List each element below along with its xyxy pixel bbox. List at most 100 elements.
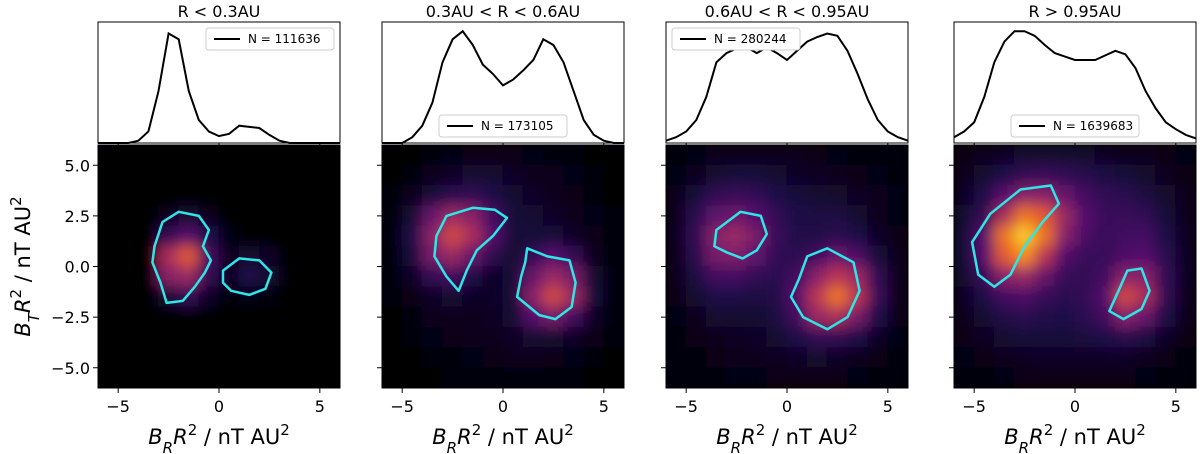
label-part: R [173, 425, 188, 449]
label-part: R [1029, 425, 1044, 449]
legend-box [205, 27, 335, 51]
heatmap-cell [563, 367, 585, 388]
label-part: R [1019, 439, 1029, 454]
heatmap-cell [705, 245, 727, 267]
y-axis-label: BTR2 / nT AU2 [7, 196, 43, 336]
label-part: 2 [280, 421, 290, 439]
heatmap-cell [1094, 306, 1116, 328]
heatmap-cell [137, 145, 159, 166]
heatmap-cell [1114, 185, 1136, 207]
panel-title: R > 0.95AU [1029, 2, 1122, 21]
heatmap-cell [117, 245, 139, 267]
heatmap-cell [462, 347, 484, 369]
heatmap-cell [238, 185, 260, 207]
heatmap-cell [666, 145, 687, 166]
heatmap-cell [1175, 266, 1196, 288]
heatmap-cell [462, 185, 484, 207]
heatmap [954, 145, 1196, 388]
heatmap-cell [954, 367, 975, 388]
heatmap-cell [299, 266, 321, 288]
heatmap-cell [1094, 367, 1116, 388]
heatmap-cell [98, 306, 119, 328]
heatmap-cell [502, 164, 524, 186]
heatmap-cell [299, 306, 321, 328]
heatmap-cell [198, 185, 220, 207]
heatmap-cell [462, 145, 484, 166]
heatmap-cell [705, 326, 727, 348]
heatmap-cell [542, 306, 564, 328]
heatmap-cell [319, 266, 340, 288]
label-part: 2 [1136, 421, 1146, 439]
heatmap-cell [867, 367, 889, 388]
heatmap-cell [218, 225, 240, 247]
heatmap-cell [766, 185, 788, 207]
label-part: 2 [188, 421, 198, 439]
heatmap-cell [973, 326, 995, 348]
heatmap-cell [1114, 145, 1136, 166]
heatmap-cell [442, 225, 464, 247]
label-part: / nT AU [197, 425, 280, 449]
heatmap-cell [847, 145, 869, 166]
heatmap-cell [137, 164, 159, 186]
heatmap-cell [583, 367, 605, 388]
heatmap-cell [258, 367, 280, 388]
heatmap-cell [887, 306, 908, 328]
heatmap-cell [238, 286, 260, 308]
heatmap-cell [766, 306, 788, 328]
heatmap-cell [178, 347, 200, 369]
heatmap-cell [583, 245, 605, 267]
heatmap-cell [726, 185, 748, 207]
legend: N = 280244 [671, 27, 801, 51]
heatmap-cell [867, 185, 889, 207]
heatmap-cell [299, 145, 321, 166]
heatmap-cell [726, 286, 748, 308]
heatmap-cell [462, 164, 484, 186]
heatmap-cell [806, 367, 828, 388]
heatmap-cell [299, 286, 321, 308]
heatmap-cell [462, 367, 484, 388]
heatmap-cell [258, 205, 280, 227]
heatmap-cell [1094, 145, 1116, 166]
heatmap-cell [1155, 245, 1177, 267]
heatmap-cell [726, 326, 748, 348]
heatmap-cell [766, 145, 788, 166]
heatmap-cell [563, 347, 585, 369]
heatmap-cell [1094, 245, 1116, 267]
heatmap-cell [786, 286, 808, 308]
heatmap-cell [1074, 266, 1096, 288]
heatmap-cell [603, 245, 624, 267]
heatmap-cell [847, 347, 869, 369]
label-part: 2 [7, 196, 25, 206]
heatmap-cell [1014, 266, 1036, 288]
x-tick-label: −5 [674, 397, 698, 416]
heatmap-cell [1175, 306, 1196, 328]
heatmap-cell [482, 266, 504, 288]
heatmap-cell [993, 245, 1015, 267]
contour [151, 210, 213, 305]
legend: N = 1639683 [1010, 114, 1140, 138]
heatmap-cell [993, 326, 1015, 348]
heatmap-cell [421, 306, 443, 328]
heatmap-cell [137, 286, 159, 308]
heatmap-cell [218, 185, 240, 207]
x-tick-label: −5 [390, 397, 414, 416]
heatmap-cell [806, 205, 828, 227]
heatmap-cell [279, 225, 301, 247]
x-axis-label: BRR2 / nT AU2 [716, 421, 858, 454]
heatmap-cell [319, 286, 340, 308]
heatmap-cell [158, 266, 180, 288]
heatmap-cell [1034, 306, 1056, 328]
heatmap-cell [482, 306, 504, 328]
heatmap-cell [1135, 326, 1157, 348]
heatmap-cell [786, 245, 808, 267]
heatmap-cell [258, 326, 280, 348]
heatmap-cell [887, 266, 908, 288]
legend-box [671, 27, 801, 51]
heatmap-cell [198, 205, 220, 227]
heatmap-cell [482, 347, 504, 369]
heatmap-cell [382, 306, 403, 328]
heatmap-cell [666, 326, 687, 348]
heatmap-cell [421, 286, 443, 308]
heatmap-cell [806, 185, 828, 207]
